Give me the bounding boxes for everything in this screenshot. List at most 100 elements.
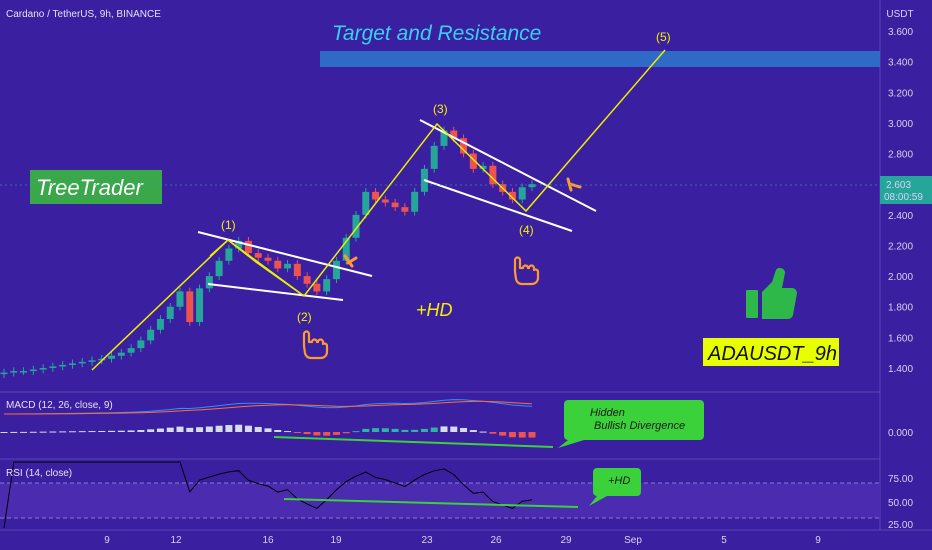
macd-bar (401, 429, 409, 432)
macd-pane-label: MACD (12, 26, close, 9) (6, 400, 113, 411)
macd-callout-line1: Hidden (590, 407, 625, 419)
candle-body (342, 237, 350, 261)
macd-bar (68, 431, 76, 433)
candle-body (518, 187, 526, 200)
time-axis: 9 12 16 19 23 26 29 Sep 5 9 (104, 535, 821, 546)
macd-callout-bubble (558, 400, 704, 448)
macd-bar (39, 431, 47, 433)
macd-bar (460, 427, 468, 432)
macd-bar (254, 426, 262, 432)
candle-body (332, 260, 340, 280)
price-tick-label: 2.000 (888, 272, 913, 283)
candle-body (469, 153, 477, 169)
candle-body (235, 240, 243, 249)
macd-bar (166, 427, 174, 432)
time-tick-label: 12 (170, 535, 182, 546)
macd-divergence-line (273, 436, 554, 448)
candle-body (20, 371, 28, 373)
macd-bar (381, 428, 389, 432)
candle-body (528, 184, 536, 188)
macd-bar (20, 431, 28, 433)
price-tick-label: 3.200 (888, 88, 913, 99)
candle-body (323, 279, 331, 292)
wave2-detail-path (209, 239, 305, 297)
candle-body (274, 260, 282, 269)
current-price-value: 2.603 (886, 180, 911, 191)
wave-label-2: (2) (297, 310, 312, 324)
macd-bar (108, 430, 116, 432)
candle-body (381, 199, 389, 203)
candle-body (117, 352, 125, 356)
candle-body (78, 361, 86, 364)
macd-callout-line2: Bullish Divergence (594, 420, 685, 432)
candle-body (88, 360, 96, 362)
time-tick-label: 9 (815, 535, 821, 546)
candle-body (440, 130, 448, 146)
time-tick-label: 5 (721, 535, 727, 546)
candle-body (68, 363, 76, 365)
wave-label-4: (4) (519, 223, 534, 237)
brand-badge (30, 170, 162, 204)
channel2-lower-line (423, 179, 573, 232)
macd-bar (59, 431, 67, 433)
macd-bar (342, 432, 350, 434)
price-tick-label: 1.400 (888, 364, 913, 375)
rsi-axis-tick-25: 25.00 (888, 520, 913, 531)
macd-bar (440, 426, 448, 432)
macd-bar (528, 432, 536, 438)
macd-bar (88, 431, 96, 433)
channel1-lower-line (207, 283, 344, 301)
macd-lines (4, 399, 533, 415)
candle-body (108, 355, 116, 359)
ticker-label: ADAUSDT_9h (707, 343, 837, 365)
macd-bar (176, 426, 184, 432)
macd-bar (323, 432, 331, 436)
candle-body (391, 202, 399, 208)
candle-body (156, 318, 164, 330)
ticker-badge (703, 338, 839, 366)
time-tick-label: 26 (490, 535, 502, 546)
candle-body (49, 366, 57, 368)
macd-bar (244, 425, 252, 432)
current-price-tag (880, 176, 932, 204)
candle-series (0, 126, 536, 378)
macd-bar (196, 427, 204, 432)
candle-body (352, 214, 360, 238)
currency-label: USDT (886, 9, 913, 20)
candle-body (59, 364, 67, 367)
macd-bar (469, 430, 477, 432)
macd-bar (117, 430, 125, 432)
candle-body (225, 248, 233, 261)
rsi-band-fill (0, 483, 880, 518)
macd-histogram (0, 424, 536, 438)
macd-signal-line (4, 400, 533, 415)
macd-bar (362, 428, 370, 432)
rsi-pane-label: RSI (14, close) (6, 468, 72, 479)
macd-bar (205, 426, 213, 432)
macd-bar (352, 431, 360, 433)
macd-bar (264, 428, 272, 432)
candle-body (430, 145, 438, 169)
target-zone-band (320, 51, 880, 67)
macd-bar (391, 428, 399, 432)
candle-body (39, 368, 47, 370)
candle-body (362, 191, 370, 215)
macd-bar (186, 427, 194, 432)
candle-body (479, 165, 487, 169)
candle-body (411, 191, 419, 212)
macd-bar (508, 432, 516, 438)
macd-bar (450, 426, 458, 432)
macd-bar (49, 431, 57, 433)
wave-label-5: (5) (656, 30, 671, 44)
rsi-callout-bubble (589, 468, 641, 506)
candle-body (293, 263, 301, 277)
rsi-callout-text: +HD (608, 475, 630, 487)
macd-bar (156, 428, 164, 432)
candle-body (244, 240, 252, 254)
rsi-line-path (3, 461, 533, 529)
macd-bar (10, 431, 18, 433)
candle-body (508, 191, 516, 200)
macd-bar (147, 429, 155, 432)
price-tick-label: 1.600 (888, 333, 913, 344)
